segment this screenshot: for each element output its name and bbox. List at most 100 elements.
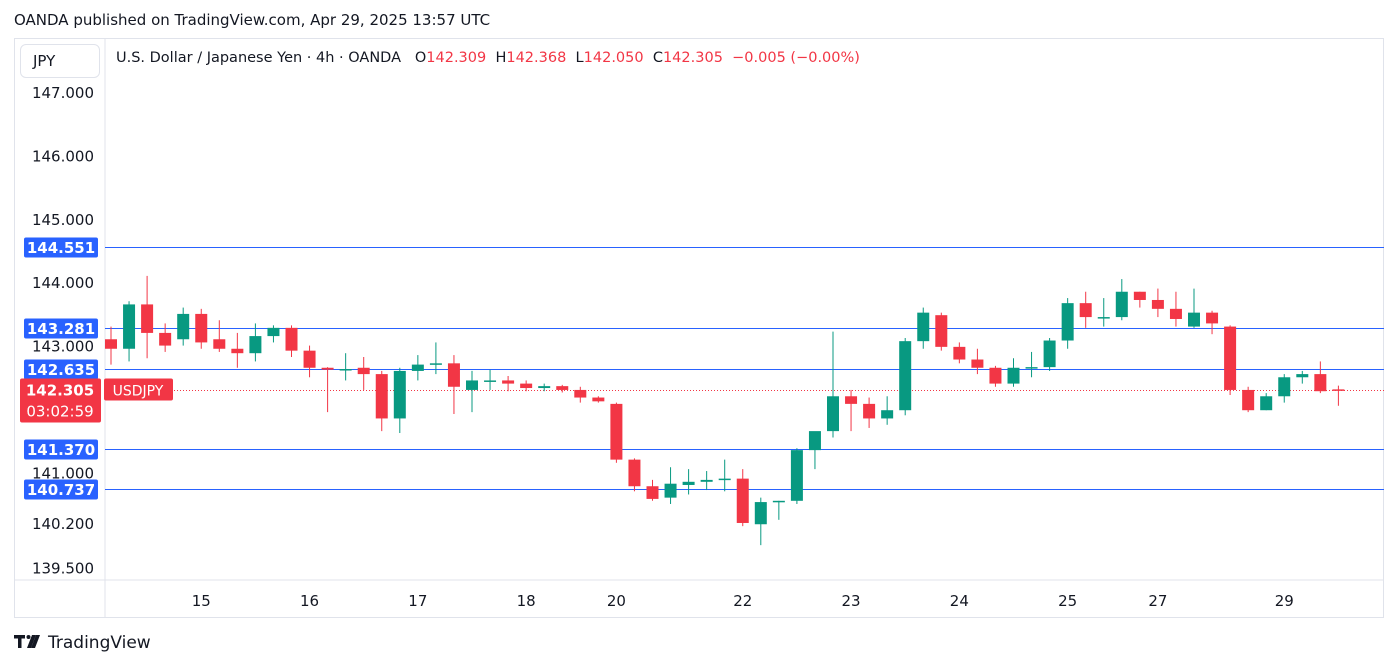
low-value: 142.050 xyxy=(583,50,644,66)
y-tick-label: 143.000 xyxy=(32,338,94,356)
candle-body xyxy=(556,386,569,390)
candle-body xyxy=(610,403,623,460)
candle-body xyxy=(1206,312,1219,324)
candle-body xyxy=(899,341,912,411)
x-tick-label: 24 xyxy=(950,592,969,610)
candle-body xyxy=(267,327,280,337)
candle-body xyxy=(971,359,984,368)
candle-body xyxy=(285,327,298,351)
level-label: 143.281 xyxy=(27,320,95,338)
candle-body xyxy=(827,396,839,432)
x-tick-label: 17 xyxy=(408,592,427,610)
last-price-box xyxy=(20,378,101,423)
high-value: 142.368 xyxy=(506,50,567,66)
candle-body xyxy=(303,350,316,368)
level-label-box xyxy=(24,359,98,380)
candle-body xyxy=(502,380,515,384)
y-tick-label: 140.200 xyxy=(32,515,94,533)
candles-layer xyxy=(105,275,1345,546)
candle-body xyxy=(754,502,767,525)
x-tick-label: 23 xyxy=(842,592,861,610)
footer-branding: TradingView xyxy=(14,632,151,654)
candle-body xyxy=(447,363,460,387)
candle-body xyxy=(466,380,478,390)
x-tick-label: 20 xyxy=(607,592,626,610)
y-tick-label: 146.000 xyxy=(32,148,94,166)
candle-body xyxy=(646,486,659,499)
x-tick-label: 16 xyxy=(300,592,319,610)
close-value: 142.305 xyxy=(662,50,723,66)
y-tick-label: 144.000 xyxy=(32,274,94,292)
candle-body xyxy=(1260,396,1273,411)
candle-body xyxy=(339,369,352,371)
candle-body xyxy=(845,396,858,404)
candle-body xyxy=(881,410,894,419)
ohlc-legend: U.S. Dollar / Japanese Yen · 4h · OANDA … xyxy=(116,50,860,66)
level-label-box xyxy=(24,439,98,460)
x-tick-label: 18 xyxy=(517,592,536,610)
y-tick-label: 141.000 xyxy=(32,464,94,482)
candle-body xyxy=(1242,389,1255,411)
candle-body xyxy=(429,363,442,365)
candle-body xyxy=(393,370,406,419)
candle-body xyxy=(1278,377,1291,397)
y-tick-label: 139.500 xyxy=(32,559,94,577)
candle-body xyxy=(574,389,587,398)
last-price-value: 142.305 xyxy=(26,382,94,400)
x-tick-label: 22 xyxy=(733,592,752,610)
candle-body xyxy=(321,367,334,370)
symbol-tag: USDJPY xyxy=(113,384,164,400)
candle-body xyxy=(195,313,208,343)
candle-body xyxy=(808,431,821,451)
level-label: 140.737 xyxy=(27,481,95,499)
level-label: 144.551 xyxy=(27,239,95,257)
candle-body xyxy=(213,339,226,349)
tradingview-logo-icon xyxy=(14,632,42,654)
candle-body xyxy=(538,386,551,389)
candle-body xyxy=(1061,303,1074,341)
candle-body xyxy=(1224,326,1237,390)
candle-body xyxy=(953,346,966,360)
candle-body xyxy=(1188,312,1200,327)
candle-body xyxy=(772,500,785,503)
candle-body xyxy=(790,450,803,501)
candle-body xyxy=(664,483,677,498)
instrument-title: U.S. Dollar / Japanese Yen · 4h · OANDA xyxy=(116,50,402,66)
candle-body xyxy=(411,364,424,371)
level-label-box xyxy=(24,237,98,258)
symbol-search-button[interactable]: JPY xyxy=(20,44,100,78)
candle-body xyxy=(628,459,641,487)
candle-body xyxy=(736,478,749,523)
candle-body xyxy=(177,313,190,340)
high-label: H xyxy=(495,50,507,66)
low-label: L xyxy=(575,50,584,66)
tradingview-brand: TradingView xyxy=(48,633,151,653)
level-label-box xyxy=(24,318,98,339)
candle-body xyxy=(1296,374,1309,378)
candle-body xyxy=(357,367,370,375)
candle-body xyxy=(1079,303,1092,318)
candle-body xyxy=(1007,367,1020,384)
open-label: O xyxy=(414,50,427,66)
x-tick-label: 27 xyxy=(1148,592,1167,610)
candle-body xyxy=(159,332,172,346)
candle-body xyxy=(1025,367,1038,369)
level-label-box xyxy=(24,479,98,500)
candle-body xyxy=(592,397,605,402)
candle-body xyxy=(682,481,695,485)
candle-body xyxy=(375,374,388,419)
change-value: −0.005 (−0.00%) xyxy=(732,50,860,66)
open-value: 142.309 xyxy=(426,50,487,66)
x-tick-label: 25 xyxy=(1058,592,1077,610)
candle-body xyxy=(1151,299,1164,309)
candle-body xyxy=(718,478,731,481)
candle-body xyxy=(249,336,262,354)
horizontal-lines-layer xyxy=(105,247,1384,490)
candle-body xyxy=(141,304,154,333)
y-tick-label: 145.000 xyxy=(32,211,94,229)
candle-body xyxy=(1169,308,1182,319)
x-tick-label: 15 xyxy=(192,592,211,610)
axes-layer: 147.000 146.000 145.000 144.000 143.000 141.0… xyxy=(14,39,1384,618)
candle-body xyxy=(700,479,713,482)
